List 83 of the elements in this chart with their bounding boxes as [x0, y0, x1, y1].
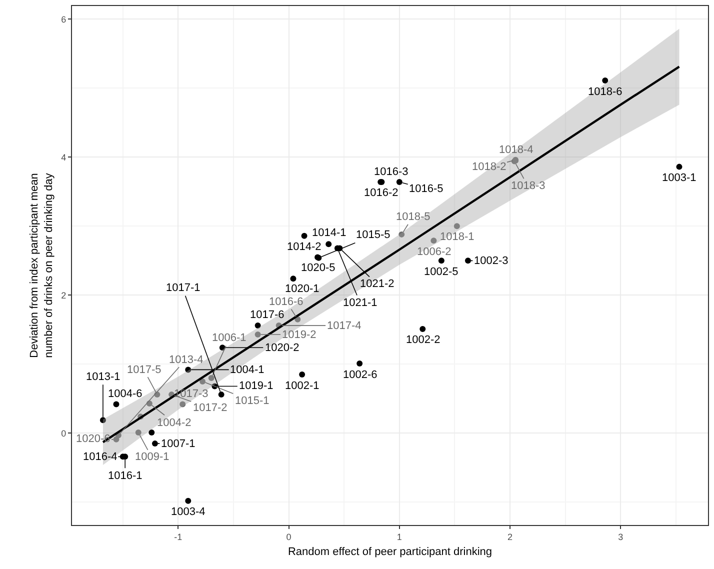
point: [299, 372, 306, 378]
data-label: 1003-1: [662, 172, 696, 184]
data-label: 1002-2: [406, 334, 440, 346]
data-label: 1019-1: [239, 380, 274, 392]
data-label: 1017-4: [327, 320, 362, 332]
data-label: 1020-1: [285, 283, 320, 295]
point: [430, 238, 437, 244]
point: [464, 258, 471, 264]
y-tick-label: 0: [61, 428, 66, 438]
data-label: 1004-1: [230, 364, 264, 376]
point: [602, 78, 608, 84]
data-label: 1015-1: [235, 395, 270, 407]
point: [326, 241, 332, 248]
point: [135, 430, 142, 436]
data-label: 1021-1: [343, 297, 378, 309]
data-label: 1004-2: [157, 417, 192, 429]
data-label: 1002-1: [285, 380, 320, 392]
data-label: 1018-3: [511, 180, 546, 192]
data-label: 1009-1: [135, 451, 170, 463]
data-label: 1016-3: [374, 166, 408, 178]
point: [100, 417, 106, 424]
x-tick-label: 1: [396, 532, 402, 542]
point: [180, 401, 186, 408]
point: [356, 360, 363, 366]
point: [113, 401, 120, 408]
data-label: 1018-5: [396, 211, 430, 223]
point: [290, 276, 296, 282]
data-label: 1016-1: [108, 470, 142, 482]
point: [438, 258, 444, 264]
data-label: 1018-6: [588, 86, 622, 98]
point: [148, 430, 155, 436]
data-label: 1015-5: [356, 229, 390, 241]
point: [208, 375, 214, 381]
y-axis-title: Deviation from index participant mean number of drinks on peer drinking day: [28, 172, 55, 358]
x-tick-label: 3: [618, 532, 624, 542]
data-label: 1020-5: [301, 262, 336, 274]
data-label: 1002-5: [424, 266, 458, 278]
data-label: 1014-1: [312, 227, 346, 239]
x-axis-title: Random effect of peer participant drinking: [288, 546, 492, 558]
data-label: 1016-4: [83, 451, 118, 463]
point: [396, 178, 402, 185]
data-label: 1017-1: [166, 282, 200, 294]
data-label: 1007-1: [161, 438, 196, 450]
data-label: 1014-2: [287, 241, 322, 253]
data-label: 1006-1: [212, 332, 246, 344]
data-label: 1017-2: [193, 402, 228, 414]
data-label: 1018-4: [499, 144, 534, 156]
data-label: 1016-6: [269, 296, 304, 308]
data-label: 1017-6: [250, 309, 284, 321]
point: [254, 332, 261, 338]
data-label: 1002-3: [474, 255, 508, 267]
point: [301, 232, 308, 239]
point: [185, 366, 192, 373]
y-tick-label: 6: [61, 14, 66, 24]
data-label: 1003-4: [171, 506, 206, 518]
point: [200, 378, 206, 384]
x-tick-label: 2: [508, 532, 513, 542]
data-label: 1006-2: [417, 246, 452, 258]
y-tick-label: 2: [61, 290, 66, 300]
x-tick-label: -1: [174, 532, 182, 542]
data-label: 1017-5: [127, 364, 162, 376]
data-label: 1013-1: [86, 371, 120, 383]
data-label: 1002-6: [343, 369, 378, 381]
data-label: 1016-5: [409, 183, 444, 195]
point: [185, 498, 192, 504]
point: [676, 164, 682, 170]
data-label: 1018-1: [440, 231, 474, 243]
data-label: 1016-2: [364, 187, 398, 199]
point: [454, 223, 460, 230]
data-label: 1013-4: [169, 354, 204, 366]
point: [113, 436, 120, 442]
x-tick-label: 0: [286, 532, 292, 542]
y-tick-label: 4: [61, 152, 66, 162]
point: [398, 231, 405, 238]
data-label: 1004-6: [108, 388, 142, 400]
data-label: 1021-2: [360, 278, 394, 290]
point: [152, 440, 158, 447]
point: [420, 326, 426, 332]
data-label: 1020-2: [265, 342, 300, 354]
data-label: 1018-2: [472, 161, 506, 173]
point: [254, 322, 261, 329]
data-label: 1019-2: [282, 329, 316, 341]
point: [218, 392, 224, 398]
